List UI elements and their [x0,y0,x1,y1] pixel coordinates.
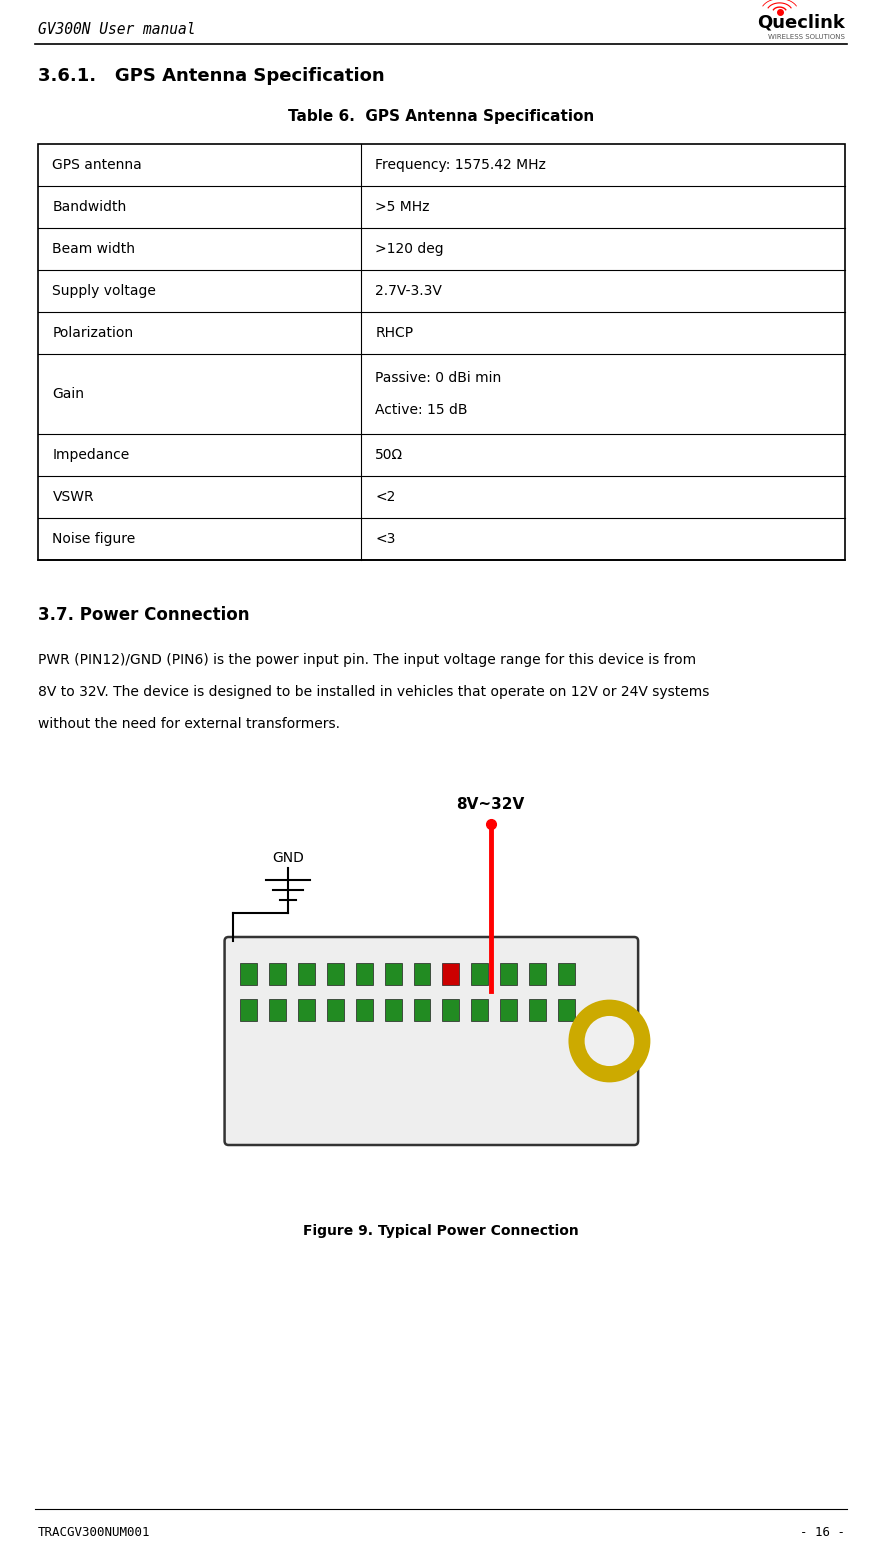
Text: Beam width: Beam width [53,242,136,256]
Bar [558,963,574,985]
Bar [529,963,546,985]
Text: GPS antenna: GPS antenna [53,159,142,172]
Bar [37,145,845,559]
Bar [500,999,517,1021]
Text: <2: <2 [376,490,396,503]
Text: PWR (PIN12)/GND (PIN6) is the power input pin. The input voltage range for this : PWR (PIN12)/GND (PIN6) is the power inpu… [37,653,696,667]
Text: Passive: 0 dBi min: Passive: 0 dBi min [376,371,501,385]
Text: 2.7V-3.3V: 2.7V-3.3V [376,284,442,298]
Bar [269,963,286,985]
Text: VSWR: VSWR [53,490,94,503]
Bar [356,963,373,985]
Bar [327,999,343,1021]
Bar [384,999,401,1021]
Text: Frequency: 1575.42 MHz: Frequency: 1575.42 MHz [376,159,546,172]
Bar [241,999,257,1021]
Text: WIRELESS SOLUTIONS: WIRELESS SOLUTIONS [768,34,845,40]
Text: 3.7. Power Connection: 3.7. Power Connection [37,606,249,625]
Circle shape [570,1001,649,1082]
Text: 8V~32V: 8V~32V [457,797,524,811]
Bar [241,963,257,985]
Bar [529,999,546,1021]
Bar [269,999,286,1021]
Text: Gain: Gain [53,387,85,401]
Bar [414,999,431,1021]
Text: Noise figure: Noise figure [53,531,136,545]
Bar [442,963,459,985]
Circle shape [586,1016,633,1064]
Text: GND: GND [272,852,304,866]
Bar [298,963,315,985]
Bar [471,963,488,985]
Bar [558,999,574,1021]
Text: 3.6.1.   GPS Antenna Specification: 3.6.1. GPS Antenna Specification [37,67,384,85]
Text: without the need for external transformers.: without the need for external transforme… [37,716,340,730]
Text: Active: 15 dB: Active: 15 dB [376,402,467,416]
Text: Impedance: Impedance [53,448,129,462]
Text: GV300N User manual: GV300N User manual [37,22,195,36]
Text: Bandwidth: Bandwidth [53,200,127,214]
Text: RHCP: RHCP [376,326,414,340]
Bar [298,999,315,1021]
Text: 50Ω: 50Ω [376,448,403,462]
Text: 8V to 32V. The device is designed to be installed in vehicles that operate on 12: 8V to 32V. The device is designed to be … [37,685,709,699]
Text: >5 MHz: >5 MHz [376,200,430,214]
Text: <3: <3 [376,531,396,545]
Bar [442,999,459,1021]
Text: Table 6.  GPS Antenna Specification: Table 6. GPS Antenna Specification [288,109,594,123]
Text: Queclink: Queclink [757,12,845,31]
Text: - 16 -: - 16 - [800,1526,845,1538]
Text: Polarization: Polarization [53,326,134,340]
Text: Figure 9. Typical Power Connection: Figure 9. Typical Power Connection [303,1225,579,1239]
Text: >120 deg: >120 deg [376,242,444,256]
Bar [327,963,343,985]
FancyBboxPatch shape [225,937,638,1145]
Bar [384,963,401,985]
Bar [471,999,488,1021]
Bar [414,963,431,985]
Text: TRACGV300NUM001: TRACGV300NUM001 [37,1526,150,1538]
Bar [356,999,373,1021]
Text: Supply voltage: Supply voltage [53,284,156,298]
Bar [500,963,517,985]
